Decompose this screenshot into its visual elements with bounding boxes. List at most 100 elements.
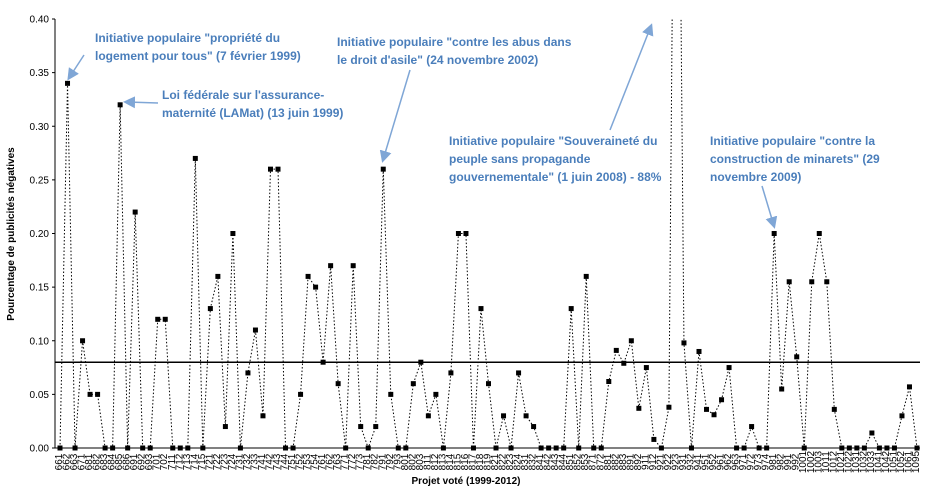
x-tick-label: 962 bbox=[723, 453, 734, 470]
x-tick-label: 881 bbox=[603, 453, 614, 470]
x-tick-label: 713 bbox=[182, 453, 193, 470]
x-tick-label: 844 bbox=[558, 453, 569, 470]
marker bbox=[440, 445, 446, 451]
x-tick-label: 793 bbox=[392, 453, 403, 470]
marker bbox=[95, 391, 101, 397]
x-tick-label: 691 bbox=[129, 453, 140, 470]
marker bbox=[455, 231, 461, 236]
marker bbox=[252, 327, 258, 333]
x-tick-label: 941 bbox=[693, 453, 704, 470]
marker bbox=[846, 445, 852, 451]
marker bbox=[809, 279, 815, 285]
x-tick-label: 714 bbox=[189, 453, 200, 470]
marker bbox=[501, 413, 507, 419]
annotation: novembre 2009) bbox=[710, 170, 801, 184]
marker bbox=[215, 273, 221, 279]
marker bbox=[606, 379, 612, 385]
x-tick-label: 823 bbox=[505, 453, 516, 470]
x-tick-label: 923 bbox=[670, 453, 681, 470]
x-tick-label: 1031 bbox=[851, 450, 862, 473]
marker bbox=[433, 391, 439, 397]
annotation: maternité (LAMat) (13 juin 1999) bbox=[162, 106, 343, 120]
x-tick-label: 812 bbox=[430, 453, 441, 470]
marker bbox=[237, 445, 243, 451]
x-tick-label: 761 bbox=[317, 453, 328, 470]
marker bbox=[207, 306, 213, 312]
x-tick-label: 791 bbox=[377, 453, 388, 470]
x-tick-label: 882 bbox=[610, 453, 621, 470]
marker bbox=[425, 413, 431, 419]
marker bbox=[516, 370, 522, 376]
x-tick-label: 1022 bbox=[843, 450, 854, 473]
marker bbox=[470, 445, 476, 451]
x-tick-label: 852 bbox=[573, 453, 584, 470]
x-tick-label: 763 bbox=[332, 453, 343, 470]
marker bbox=[305, 273, 311, 279]
marker bbox=[749, 424, 755, 430]
marker bbox=[260, 413, 266, 419]
marker bbox=[531, 424, 537, 430]
x-tick-label: 1051 bbox=[888, 450, 899, 473]
marker bbox=[598, 445, 604, 451]
x-tick-label: 1042 bbox=[881, 450, 892, 473]
x-tick-label: 813 bbox=[437, 453, 448, 470]
marker bbox=[613, 347, 619, 353]
x-tick-label: 722 bbox=[212, 453, 223, 470]
marker bbox=[658, 445, 664, 451]
arrow bbox=[379, 69, 411, 163]
marker bbox=[771, 231, 777, 236]
x-tick-label: 684 bbox=[107, 453, 118, 470]
marker bbox=[741, 445, 747, 451]
marker bbox=[283, 445, 289, 451]
x-tick-label: 753 bbox=[302, 453, 313, 470]
x-tick-label: 701 bbox=[152, 453, 163, 470]
x-tick-label: 1001 bbox=[798, 450, 809, 473]
marker bbox=[486, 381, 491, 387]
x-tick-label: 715 bbox=[197, 453, 208, 470]
marker bbox=[358, 424, 364, 430]
marker bbox=[869, 430, 875, 436]
x-tick-label: 711 bbox=[167, 454, 178, 470]
arrow bbox=[609, 23, 654, 131]
marker bbox=[125, 445, 131, 451]
x-tick-label: 663 bbox=[69, 453, 80, 470]
annotation: le droit d'asile" (24 novembre 2002) bbox=[337, 53, 538, 67]
marker bbox=[403, 445, 409, 451]
x-tick-label: 754 bbox=[310, 453, 321, 470]
marker bbox=[162, 316, 168, 322]
marker bbox=[395, 445, 401, 451]
x-tick-label: 921 bbox=[655, 453, 666, 470]
marker bbox=[335, 381, 341, 387]
annotation: gouvernementale" (1 juin 2008) - 88% bbox=[449, 170, 662, 184]
marker bbox=[230, 231, 236, 236]
arrow bbox=[761, 185, 778, 229]
x-tick-label: 1033 bbox=[866, 450, 877, 473]
annotation: Initiative populaire "Souveraineté du bbox=[449, 134, 657, 148]
x-tick-label: 871 bbox=[588, 453, 599, 470]
x-tick-label: 851 bbox=[565, 453, 576, 470]
marker bbox=[388, 391, 394, 397]
arrow bbox=[67, 54, 85, 81]
x-tick-label: 991 bbox=[783, 453, 794, 470]
marker bbox=[373, 424, 379, 430]
x-tick-label: 724 bbox=[227, 453, 238, 470]
annotation: peuple sans propagande bbox=[449, 152, 591, 166]
x-tick-label: 931 bbox=[678, 453, 689, 470]
x-tick-label: 661 bbox=[54, 453, 65, 470]
x-tick-label: 662 bbox=[62, 453, 73, 470]
x-tick-label: 802 bbox=[407, 453, 418, 470]
x-tick-label: 963 bbox=[731, 453, 742, 470]
x-tick-label: 815 bbox=[452, 453, 463, 470]
y-tick-label: 0.20 bbox=[30, 229, 50, 240]
x-tick-label: 1061 bbox=[903, 450, 914, 473]
x-tick-label: 1002 bbox=[806, 450, 817, 473]
marker bbox=[102, 445, 108, 451]
marker bbox=[794, 354, 800, 360]
x-tick-label: 811 bbox=[422, 454, 433, 470]
marker bbox=[410, 381, 416, 387]
x-tick-label: 841 bbox=[535, 453, 546, 470]
marker bbox=[298, 391, 304, 397]
marker bbox=[117, 102, 123, 108]
x-tick-label: 932 bbox=[685, 453, 696, 470]
x-tick-label: 821 bbox=[490, 453, 501, 470]
